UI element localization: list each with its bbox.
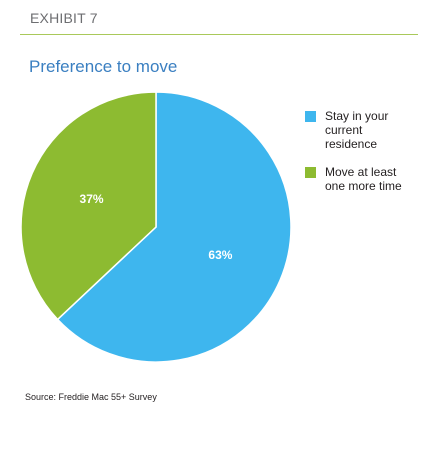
header-divider xyxy=(20,34,418,35)
legend-label-move: Move at least one more time xyxy=(325,165,402,193)
legend: Stay in your current residence Move at l… xyxy=(305,109,425,207)
pie-slice-1 xyxy=(20,91,157,321)
legend-label-stay: Stay in your current residence xyxy=(325,109,389,151)
legend-item-move: Move at least one more time xyxy=(305,165,425,193)
pie-data-label-1: 37% xyxy=(80,192,104,206)
pie-data-label-0: 63% xyxy=(208,248,232,262)
pie-data-labels: 63% 37% xyxy=(80,192,233,262)
legend-item-stay: Stay in your current residence xyxy=(305,109,425,151)
legend-swatch-move xyxy=(305,167,316,178)
source-note: Source: Freddie Mac 55+ Survey xyxy=(25,392,157,402)
legend-swatch-stay xyxy=(305,111,316,122)
pie-slices xyxy=(20,91,292,363)
pie-slice-0 xyxy=(56,91,292,363)
exhibit-label: EXHIBIT 7 xyxy=(30,10,98,26)
chart-title: Preference to move xyxy=(29,57,178,76)
